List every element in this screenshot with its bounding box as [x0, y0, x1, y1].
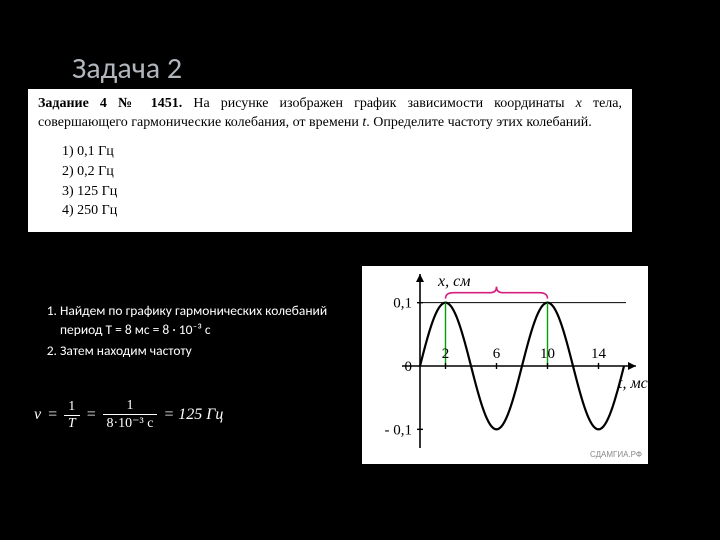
svg-text:14: 14 [591, 346, 607, 362]
option-4: 4) 250 Гц [62, 202, 622, 221]
answer-options: 1) 0,1 Гц 2) 0,2 Гц 3) 125 Гц 4) 250 Гц [62, 143, 622, 222]
problem-label: Задание 4 № 1451. [38, 96, 182, 111]
svg-text:- 0,1: - 0,1 [385, 422, 413, 438]
watermark: СДАМГИА.РФ [590, 450, 642, 459]
oscillation-chart: 2 6 10 14 0,1 0 - 0,1 x, см t, мс СДАМГИА.РФ [362, 266, 648, 464]
svg-text:10: 10 [540, 346, 555, 362]
fraction-2: 1 8·10⁻³ c [103, 398, 158, 432]
option-1: 1) 0,1 Гц [62, 143, 622, 162]
svg-text:x, см: x, см [437, 273, 470, 290]
svg-text:0: 0 [405, 359, 413, 375]
fraction-1: 1 T [64, 399, 80, 432]
svg-text:2: 2 [442, 346, 450, 362]
chart-svg: 2 6 10 14 0,1 0 - 0,1 x, см t, мс [362, 266, 648, 464]
option-2: 2) 0,2 Гц [62, 163, 622, 182]
solution-step-1: Найдем по графику гармонических колебани… [60, 302, 358, 340]
solution-steps: Найдем по графику гармонических колебани… [38, 302, 358, 363]
svg-text:6: 6 [493, 346, 501, 362]
formula-result: = 125 Гц [163, 406, 223, 424]
problem-text: Задание 4 № 1451. На рисунке изображен г… [38, 95, 622, 133]
svg-text:t, мс: t, мс [618, 375, 648, 392]
solution-step-2: Затем находим частоту [60, 342, 358, 361]
option-3: 3) 125 Гц [62, 183, 622, 202]
frequency-formula: ν = 1 T = 1 8·10⁻³ c = 125 Гц [34, 398, 314, 432]
svg-text:0,1: 0,1 [393, 296, 412, 312]
slide-title: Задача 2 [72, 50, 182, 87]
problem-statement-box: Задание 4 № 1451. На рисунке изображен г… [28, 89, 632, 232]
